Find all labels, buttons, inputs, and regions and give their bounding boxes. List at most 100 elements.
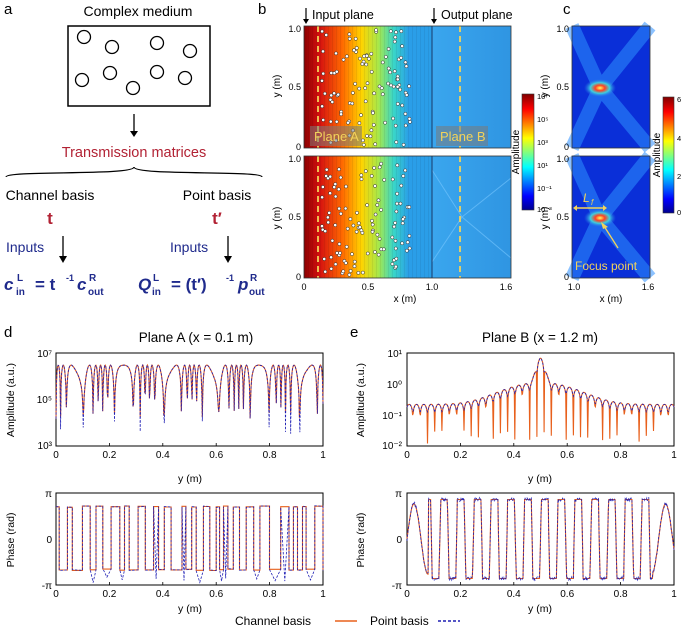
- plane-b-title: Plane B (x = 1.2 m): [482, 330, 598, 345]
- scatterer-dot: [341, 57, 346, 62]
- scatterer-dot: [405, 248, 409, 253]
- scatterer-dot: [393, 123, 398, 128]
- chart-e-amplitude: 10¹ 10⁰ 10⁻¹ 10⁻² 0 0.2 0.4 0.6 0.8 1 y (m) A…: [355, 349, 677, 485]
- scatterer-dot: [393, 246, 398, 251]
- legend: Channel basis Point basis: [235, 614, 460, 628]
- b-xtick: 1.6: [500, 282, 513, 292]
- legend-channel-label: Channel basis: [235, 614, 311, 628]
- colorbar-tick: 10⁵: [537, 115, 548, 124]
- field-frame: [303, 25, 512, 149]
- scatterer-dot: [376, 252, 381, 257]
- arrowhead-icon: [224, 256, 232, 263]
- scatterer-dot: [373, 212, 378, 217]
- scatterer-dot: [361, 270, 365, 275]
- scatterer-dot: [389, 83, 393, 88]
- scatterer-dot: [370, 229, 375, 234]
- y-tick: -π: [42, 581, 52, 592]
- scatterer-dot: [359, 113, 363, 117]
- scatterer-dot: [326, 215, 330, 220]
- eq2-mid: = (t′): [171, 275, 207, 294]
- scatterer-dots: [320, 161, 412, 277]
- scatterer-dot: [403, 123, 408, 128]
- scatterer-dot: [407, 116, 412, 121]
- colorbar-c-label: Amplitude: [652, 132, 663, 177]
- curly-brace: [5, 166, 263, 178]
- x-tick-label: 0.8: [614, 589, 628, 600]
- arrowhead-icon: [130, 131, 138, 137]
- scatterer-dots: [320, 28, 412, 147]
- scatterer-dot: [383, 120, 387, 125]
- scatterer-dot: [320, 104, 324, 109]
- series-channel-basis: [406, 357, 675, 444]
- point-basis-label: Point basis: [183, 187, 251, 203]
- scatterer-dot: [394, 256, 399, 261]
- scatterer-dot: [381, 247, 386, 252]
- scatterer-dot: [382, 178, 387, 182]
- arrowhead-icon: [303, 19, 309, 24]
- chart-e-phase: π 0 -π 0 0.2 0.4 0.6 0.8 1 y (m) Phase (rad): [355, 489, 677, 615]
- scatterer-dot: [399, 55, 403, 60]
- y-tick: 10⁵: [37, 395, 52, 406]
- scatterer-dot: [339, 211, 343, 216]
- scatterer: [149, 64, 165, 80]
- scatterer-dot: [370, 218, 374, 223]
- focus-map-top: [565, 21, 656, 153]
- series-lines: [55, 363, 324, 434]
- scatterer-dot: [393, 238, 398, 243]
- equation-point: Q L in = (t′) -1 p R out: [138, 273, 265, 298]
- scatterer-dot: [398, 87, 402, 92]
- scatterer-dot: [344, 184, 348, 189]
- eq2-q: Q: [138, 275, 151, 294]
- scatterer-dot: [322, 257, 327, 261]
- x-tick-label: 0.2: [453, 450, 467, 461]
- scatterer-dot: [394, 30, 398, 35]
- scatterer-dot: [332, 185, 337, 189]
- scatterer-dot: [372, 91, 376, 96]
- legend-point-label: Point basis: [370, 614, 429, 628]
- c-yticks: 1.0 0.5 0 1.0 0.5 0: [556, 24, 569, 282]
- scatterer-dot: [371, 111, 375, 115]
- series-point-basis: [55, 505, 324, 584]
- focus-frame: [571, 25, 651, 149]
- scatterer-dot: [364, 53, 369, 58]
- series-lines: [406, 496, 675, 582]
- eq1-mid: = t: [35, 275, 56, 294]
- y-label: Phase (rad): [5, 513, 17, 568]
- x-tick-label: 0.6: [209, 589, 223, 600]
- field-map-top: Plane A Plane B: [303, 25, 512, 149]
- scatterer-dot: [392, 224, 396, 229]
- complex-medium-box: [67, 25, 211, 107]
- e-amp-xticks: 0 0.2 0.4 0.6 0.8 1: [404, 443, 677, 461]
- inputs-label-right: Inputs: [170, 239, 208, 255]
- y-tick: 10⁰: [387, 380, 402, 391]
- y-tick: 10⁻¹: [382, 411, 402, 422]
- scatterer-dot: [324, 174, 328, 178]
- scatterer-dot: [400, 241, 404, 246]
- scatterer-dot: [324, 33, 329, 37]
- scatterers: [74, 29, 198, 96]
- t-prime-symbol: t′: [212, 209, 222, 228]
- scatterer-dot: [401, 174, 406, 178]
- scatterer-dot: [347, 272, 352, 277]
- eq2-rhs-sup: R: [250, 273, 258, 284]
- b-ytick: 1.0: [288, 24, 301, 34]
- scatterer-dot: [395, 102, 400, 106]
- scatterer-dot: [345, 54, 349, 59]
- e-ph-yticks: π 0 -π: [392, 489, 403, 592]
- series-point-basis: [406, 496, 675, 582]
- panel-label-c: c: [563, 1, 571, 18]
- plane-a-label: Plane A: [314, 129, 359, 144]
- x-tick-label: 1: [671, 589, 677, 600]
- scatterer-dot: [347, 32, 352, 37]
- b-ylabel-bottom: y (m): [272, 207, 283, 230]
- scatterer-dot: [364, 62, 369, 67]
- scatterer-dot: [337, 167, 341, 172]
- panel-label-d: d: [4, 324, 12, 341]
- x-tick-label: 0.2: [453, 589, 467, 600]
- colorbar-tick: 2: [677, 172, 681, 181]
- c-xticks: 1.0 1.6: [568, 282, 655, 292]
- scatterer-dot: [384, 55, 388, 59]
- scatterer-dot: [353, 36, 358, 41]
- field-frame: [303, 155, 512, 279]
